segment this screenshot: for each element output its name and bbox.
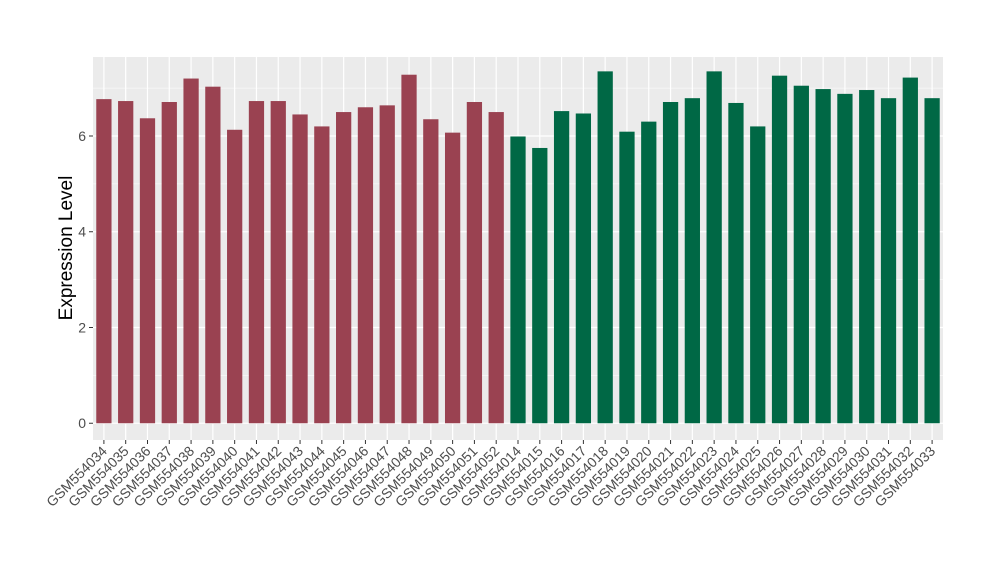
- bar-GSM554037: [161, 102, 177, 424]
- bar-GSM554040: [227, 129, 243, 424]
- bar-GSM554020: [641, 121, 657, 424]
- bar-GSM554043: [292, 114, 308, 424]
- bar-GSM554051: [466, 102, 483, 424]
- bar-GSM554017: [575, 113, 592, 424]
- bar-GSM554052: [488, 112, 504, 424]
- bar-GSM554041: [248, 101, 265, 424]
- bar-GSM554050: [444, 132, 461, 424]
- bar-GSM554046: [357, 107, 374, 424]
- bar-GSM554024: [728, 102, 744, 424]
- bars: [96, 71, 940, 424]
- bar-GSM554018: [597, 71, 613, 424]
- bar-GSM554048: [401, 74, 417, 424]
- bar-GSM554028: [815, 89, 831, 424]
- bar-GSM554042: [270, 101, 286, 424]
- bar-GSM554016: [553, 111, 570, 424]
- bar-GSM554039: [205, 86, 221, 424]
- bar-GSM554035: [118, 101, 134, 424]
- bar-GSM554045: [336, 112, 352, 424]
- bar-GSM554044: [314, 126, 330, 424]
- y-tick-label: 2: [78, 319, 86, 335]
- bar-GSM554014: [510, 136, 526, 424]
- bar-GSM554038: [183, 78, 199, 424]
- y-tick-label: 6: [78, 128, 86, 144]
- bar-GSM554023: [706, 71, 722, 424]
- bar-GSM554026: [771, 75, 788, 424]
- bar-GSM554034: [96, 99, 112, 424]
- y-tick-label: 4: [78, 224, 86, 240]
- bar-GSM554015: [532, 147, 548, 424]
- bar-GSM554036: [139, 118, 156, 424]
- x-axis: GSM554034GSM554035GSM554036GSM554037GSM5…: [43, 440, 938, 510]
- bar-GSM554030: [859, 90, 875, 424]
- bar-GSM554019: [619, 131, 635, 424]
- bar-GSM554027: [793, 85, 809, 424]
- y-tick-label: 0: [78, 415, 86, 431]
- bar-GSM554033: [924, 98, 940, 424]
- bar-GSM554029: [837, 93, 853, 424]
- bar-GSM554047: [379, 105, 395, 424]
- y-axis-label: Expression Level: [56, 176, 77, 321]
- bar-GSM554032: [902, 77, 918, 424]
- bar-GSM554025: [750, 126, 766, 424]
- bar-GSM554022: [684, 98, 700, 424]
- y-axis: 0 2 4 6: [78, 128, 93, 431]
- bar-GSM554021: [662, 102, 679, 424]
- bar-GSM554049: [423, 119, 439, 424]
- bar-GSM554031: [880, 98, 897, 424]
